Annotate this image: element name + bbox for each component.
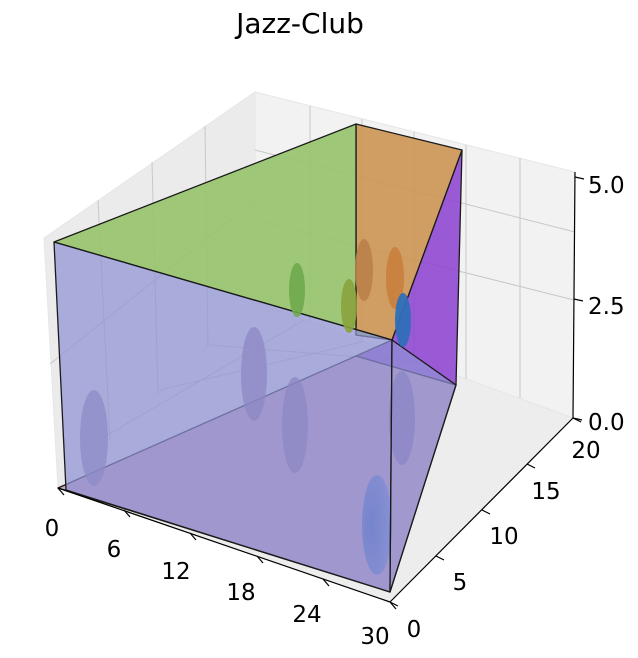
- z-tick-label: 0.0: [588, 410, 625, 436]
- z-tick-label: 5.0: [588, 173, 625, 199]
- z-tick-labels: 0.0 2.5 5.0: [588, 173, 625, 436]
- light-green-1: [289, 263, 305, 317]
- side-wall-extension: [389, 339, 457, 593]
- x-tick-label: 6: [107, 537, 122, 563]
- z-axis-line: [572, 171, 576, 419]
- z-ticks: [572, 176, 585, 421]
- y-tick-label: 15: [531, 479, 560, 505]
- light-green-2: [341, 279, 357, 333]
- x-tick-labels: 0 6 12 18 24 30: [45, 516, 390, 650]
- light-orange-1: [355, 239, 373, 301]
- x-axis-line: [57, 487, 391, 603]
- x-tick-label: 18: [226, 580, 255, 606]
- x-tick-label: 24: [292, 602, 321, 628]
- light-blue: [395, 293, 411, 347]
- x-tick-label: 12: [161, 559, 190, 585]
- light-orange-2: [386, 247, 404, 309]
- x-tick-label: 30: [360, 624, 389, 650]
- y-tick-labels: 0 5 10 15 20: [407, 438, 601, 643]
- x-tick-label: 0: [45, 516, 60, 542]
- y-tick-label: 5: [453, 570, 468, 596]
- y-tick-label: 20: [571, 438, 600, 464]
- y-tick-label: 10: [489, 524, 518, 550]
- chart-title: Jazz-Club: [234, 7, 364, 40]
- y-axis-line: [389, 417, 574, 603]
- z-tick-label: 2.5: [588, 294, 625, 320]
- y-tick-label: 0: [407, 617, 422, 643]
